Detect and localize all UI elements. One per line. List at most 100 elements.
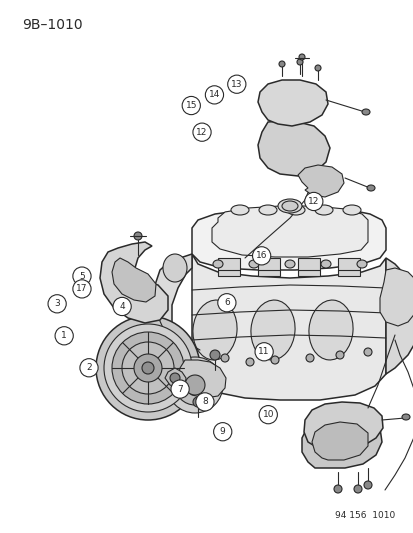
Text: 9: 9 — [219, 427, 225, 436]
Ellipse shape — [248, 260, 259, 268]
Text: 5: 5 — [79, 272, 85, 280]
Polygon shape — [257, 121, 329, 176]
Text: 4: 4 — [119, 302, 125, 311]
Circle shape — [73, 267, 91, 285]
Ellipse shape — [212, 260, 223, 268]
Circle shape — [192, 123, 211, 141]
Ellipse shape — [305, 354, 313, 362]
Polygon shape — [297, 165, 343, 197]
Ellipse shape — [134, 354, 161, 382]
Ellipse shape — [277, 199, 301, 213]
Ellipse shape — [314, 205, 332, 215]
Text: 12: 12 — [307, 197, 319, 206]
Ellipse shape — [96, 316, 199, 420]
Ellipse shape — [363, 481, 371, 489]
Ellipse shape — [314, 65, 320, 71]
Bar — [257, 258, 279, 276]
Polygon shape — [211, 206, 367, 257]
Circle shape — [213, 423, 231, 441]
Text: 11: 11 — [258, 348, 269, 356]
Circle shape — [217, 294, 235, 312]
Polygon shape — [192, 254, 385, 400]
Circle shape — [254, 343, 273, 361]
Ellipse shape — [170, 373, 180, 383]
Circle shape — [171, 380, 189, 398]
Text: 17: 17 — [76, 285, 88, 293]
Ellipse shape — [363, 348, 371, 356]
Ellipse shape — [175, 365, 214, 405]
Text: 15: 15 — [185, 101, 197, 110]
Ellipse shape — [134, 232, 142, 240]
Ellipse shape — [221, 354, 228, 362]
Ellipse shape — [366, 185, 374, 191]
Circle shape — [113, 297, 131, 316]
Ellipse shape — [250, 300, 294, 360]
Polygon shape — [303, 402, 382, 452]
Ellipse shape — [401, 414, 409, 420]
Ellipse shape — [271, 356, 278, 364]
Text: 10: 10 — [262, 410, 273, 419]
Ellipse shape — [342, 205, 360, 215]
Circle shape — [182, 96, 200, 115]
Text: 7: 7 — [177, 385, 183, 393]
Ellipse shape — [230, 205, 248, 215]
Circle shape — [195, 393, 214, 411]
Ellipse shape — [104, 324, 192, 412]
Text: 1: 1 — [61, 332, 67, 340]
Ellipse shape — [209, 350, 219, 360]
Bar — [218, 258, 240, 276]
Polygon shape — [192, 208, 385, 270]
Polygon shape — [165, 368, 185, 388]
Ellipse shape — [320, 260, 330, 268]
Polygon shape — [301, 414, 381, 468]
Text: 2: 2 — [86, 364, 92, 372]
Circle shape — [55, 327, 73, 345]
Circle shape — [259, 406, 277, 424]
Polygon shape — [257, 80, 327, 126]
Ellipse shape — [259, 205, 276, 215]
Circle shape — [48, 295, 66, 313]
Ellipse shape — [112, 332, 183, 404]
Text: 9B–1010: 9B–1010 — [22, 18, 83, 32]
Circle shape — [205, 86, 223, 104]
Circle shape — [73, 280, 91, 298]
Polygon shape — [100, 242, 168, 323]
Polygon shape — [152, 254, 192, 390]
Ellipse shape — [333, 485, 341, 493]
Ellipse shape — [298, 54, 304, 60]
Bar — [297, 258, 319, 276]
Text: 13: 13 — [230, 80, 242, 88]
Bar — [337, 258, 359, 276]
Ellipse shape — [353, 485, 361, 493]
Ellipse shape — [192, 397, 202, 407]
Polygon shape — [311, 422, 367, 460]
Ellipse shape — [335, 351, 343, 359]
Text: 6: 6 — [223, 298, 229, 307]
Ellipse shape — [163, 254, 187, 282]
Ellipse shape — [278, 61, 284, 67]
Ellipse shape — [142, 362, 154, 374]
Ellipse shape — [361, 109, 369, 115]
Circle shape — [304, 192, 322, 211]
Text: 14: 14 — [208, 91, 220, 99]
Circle shape — [80, 359, 98, 377]
Ellipse shape — [296, 59, 302, 65]
Polygon shape — [385, 258, 413, 374]
Circle shape — [227, 75, 245, 93]
Ellipse shape — [286, 205, 304, 215]
Polygon shape — [178, 360, 225, 398]
Ellipse shape — [185, 375, 204, 395]
Text: 8: 8 — [202, 398, 207, 406]
Polygon shape — [379, 268, 413, 326]
Polygon shape — [112, 258, 156, 302]
Ellipse shape — [192, 300, 237, 360]
Ellipse shape — [245, 358, 254, 366]
Text: 3: 3 — [54, 300, 60, 308]
Ellipse shape — [122, 342, 173, 394]
Ellipse shape — [356, 260, 366, 268]
Circle shape — [252, 247, 270, 265]
Ellipse shape — [308, 300, 352, 360]
Ellipse shape — [284, 260, 294, 268]
Text: 16: 16 — [255, 252, 267, 260]
Text: 94 156  1010: 94 156 1010 — [334, 511, 394, 520]
